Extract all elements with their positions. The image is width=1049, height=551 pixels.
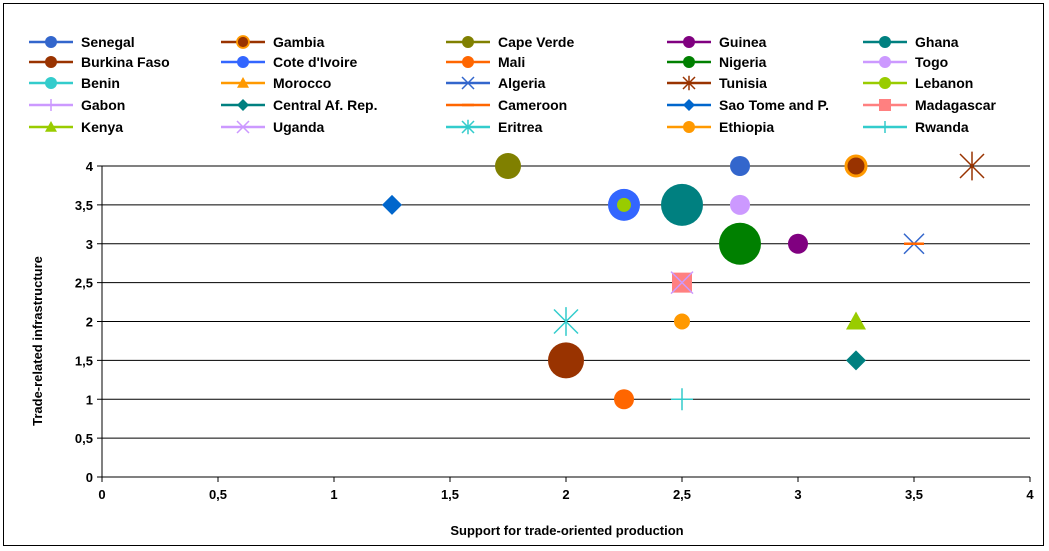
legend-label: Algeria — [498, 75, 546, 91]
y-tick-label: 1 — [86, 392, 93, 407]
legend-label: Eritrea — [498, 119, 543, 135]
data-point-sao-tome-and-p — [382, 194, 402, 215]
legend-marker — [236, 120, 250, 134]
y-tick-label: 3,5 — [75, 198, 93, 213]
legend-label: Togo — [915, 54, 948, 70]
legend-marker — [236, 35, 250, 49]
legend-marker — [879, 36, 891, 48]
legend-marker — [683, 121, 695, 133]
legend-marker — [683, 36, 695, 48]
legend-label: Rwanda — [915, 119, 969, 135]
legend-label: Tunisia — [719, 75, 767, 91]
y-tick-label: 2,5 — [75, 276, 93, 291]
y-tick-label: 3 — [86, 237, 93, 252]
legend-marker — [682, 75, 696, 91]
x-axis-title: Support for trade-oriented production — [450, 523, 683, 538]
data-point-cape-verde — [495, 153, 521, 179]
data-point-ethiopia — [674, 313, 690, 330]
legend-marker — [45, 77, 57, 89]
y-tick-label: 0,5 — [75, 431, 93, 446]
legend-label: Madagascar — [915, 97, 996, 113]
legend-label: Benin — [81, 75, 120, 91]
legend-label: Sao Tome and P. — [719, 97, 829, 113]
legend-label: Central Af. Rep. — [273, 97, 378, 113]
legend-marker — [879, 56, 891, 68]
tick-labels: 0 0,5 1 1,5 2 2,5 3 3,5 4 0 0,5 1 1,5 2 2,5 3 3,5 4 — [75, 159, 1034, 502]
legend-marker — [45, 121, 57, 132]
legend-marker — [461, 119, 475, 135]
legend-marker — [462, 36, 474, 48]
data-point-gambia — [844, 154, 868, 178]
x-tick-label: 4 — [1026, 487, 1034, 502]
legend-label: Lebanon — [915, 75, 973, 91]
data-point-nigeria — [719, 222, 761, 265]
x-tick-label: 2 — [562, 487, 569, 502]
axes — [97, 165, 1031, 482]
legend-marker — [462, 56, 474, 68]
legend-label: Ethiopia — [719, 119, 774, 135]
x-tick-label: 0,5 — [209, 487, 227, 502]
legend-label: Ghana — [915, 34, 959, 50]
legend-label: Cote d'Ivoire — [273, 54, 357, 70]
x-tick-label: 2,5 — [673, 487, 691, 502]
x-tick-label: 1,5 — [441, 487, 459, 502]
legend-marker — [879, 99, 891, 111]
data-point-guinea — [788, 233, 808, 254]
x-tick-label: 1 — [330, 487, 337, 502]
legend-marker — [683, 99, 695, 111]
legend-label: Guinea — [719, 34, 767, 50]
x-tick-label: 3,5 — [905, 487, 923, 502]
x-tick-label: 0 — [98, 487, 105, 502]
legend-marker — [237, 56, 249, 68]
y-tick-label: 0 — [86, 470, 93, 485]
y-tick-label: 2 — [86, 315, 93, 330]
legend-label: Cameroon — [498, 97, 567, 113]
data-point-ghana — [661, 183, 703, 226]
legend-label: Nigeria — [719, 54, 767, 70]
legend-marker — [461, 76, 475, 90]
legend-label: Gambia — [273, 34, 325, 50]
legend-marker — [45, 99, 57, 111]
data-point-eritrea — [553, 307, 579, 336]
x-tick-label: 3 — [794, 487, 801, 502]
legend-label: Morocco — [273, 75, 331, 91]
legend-marker — [879, 121, 891, 133]
legend-label: Burkina Faso — [81, 54, 170, 70]
data-point-uganda — [670, 271, 694, 295]
data-point-burkina-faso — [548, 342, 584, 379]
legend-label: Gabon — [81, 97, 125, 113]
chart-frame — [3, 3, 1044, 546]
legend: Senegal Gambia Cape Verde Guinea Ghana Burkin… — [29, 34, 996, 135]
grid-lines — [102, 165, 1030, 439]
legend-marker — [683, 56, 695, 68]
data-point-central-af-rep — [846, 350, 866, 371]
legend-label: Cape Verde — [498, 34, 574, 50]
y-axis-title: Trade-related infrastructure — [30, 256, 45, 426]
y-tick-label: 1,5 — [75, 353, 93, 368]
legend-label: Mali — [498, 54, 525, 70]
legend-label: Kenya — [81, 119, 123, 135]
legend-marker — [879, 77, 891, 89]
data-point-senegal — [730, 156, 750, 176]
data-point-tunisia — [959, 151, 985, 181]
data-point-mali — [614, 389, 634, 410]
data-point-kenya — [846, 311, 866, 330]
data-point-rwanda — [671, 388, 693, 411]
legend-marker — [237, 77, 249, 88]
legend-marker — [237, 99, 249, 111]
data-point-togo — [730, 194, 750, 215]
legend-marker — [45, 56, 57, 68]
data-points — [382, 151, 985, 411]
data-point-lebanon — [617, 197, 631, 212]
legend-label: Senegal — [81, 34, 135, 50]
legend-marker — [45, 36, 57, 48]
legend-label: Uganda — [273, 119, 325, 135]
y-tick-label: 4 — [86, 159, 94, 174]
